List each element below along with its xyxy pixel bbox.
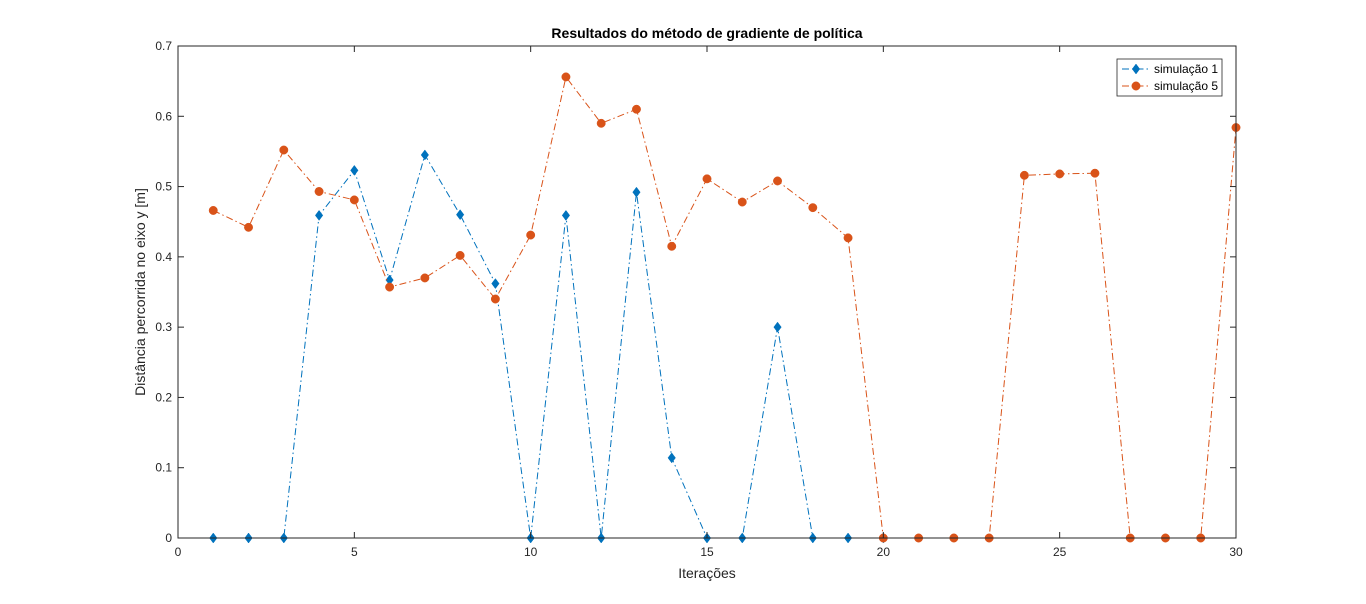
plot-area — [178, 46, 1236, 538]
series-line — [213, 75, 1237, 539]
x-tick-label: 0 — [175, 545, 182, 559]
data-point — [561, 72, 571, 82]
legend-items: simulação 1 simulação 5 — [1122, 62, 1218, 93]
y-ticks: 0 0.1 0.2 0.3 0.4 0.5 0.6 0.7 — [155, 39, 1236, 545]
y-tick-label: 0.7 — [155, 39, 172, 53]
legend-box — [1116, 58, 1223, 97]
data-point — [808, 203, 818, 213]
y-tick-label: 0.6 — [155, 109, 172, 123]
chart-title: Resultados do método de gradiente de pol… — [551, 25, 862, 41]
data-point — [1019, 170, 1029, 180]
x-ticks: 0 5 10 15 20 25 30 — [175, 46, 1243, 559]
data-point — [455, 251, 465, 260]
data-point — [561, 209, 570, 221]
data-point — [314, 187, 324, 196]
x-tick-label: 30 — [1229, 545, 1243, 559]
legend-marker — [1131, 63, 1141, 75]
data-point — [737, 197, 747, 207]
y-tick-label: 0.2 — [155, 390, 172, 404]
data-point — [702, 174, 712, 184]
y-tick-label: 0 — [165, 531, 172, 545]
series-1 — [209, 149, 888, 544]
x-tick-label: 10 — [524, 545, 538, 559]
y-tick-label: 0.3 — [155, 320, 172, 334]
legend-label: simulação 1 — [1154, 62, 1218, 76]
data-point — [632, 186, 641, 198]
data-point — [667, 452, 676, 464]
series-line — [213, 153, 884, 539]
data-point — [208, 206, 218, 215]
plot-background — [178, 46, 1236, 538]
data-point — [350, 164, 359, 176]
legend-label: simulação 5 — [1154, 79, 1218, 93]
data-point — [456, 209, 465, 221]
y-tick-label: 0.5 — [155, 180, 172, 194]
data-point — [632, 104, 641, 114]
y-axis-label: Distância percorrida no eixo y [m] — [132, 188, 148, 396]
x-axis-label: Iterações — [678, 565, 736, 581]
data-point — [773, 321, 782, 333]
data-point — [843, 233, 853, 243]
data-point — [667, 241, 677, 251]
data-point — [385, 282, 395, 292]
legend: simulação 1 simulação 5 — [1116, 58, 1223, 97]
data-point — [349, 195, 359, 205]
data-point — [490, 294, 500, 304]
data-point — [596, 118, 606, 128]
data-point — [1090, 168, 1100, 178]
data-point — [315, 209, 324, 221]
data-point — [491, 278, 500, 289]
x-tick-label: 5 — [351, 545, 358, 559]
y-tick-label: 0.1 — [155, 461, 172, 475]
data-point — [1055, 169, 1065, 179]
data-point — [420, 149, 429, 161]
x-tick-label: 20 — [877, 545, 891, 559]
legend-marker — [1131, 81, 1141, 91]
data-point — [244, 222, 253, 232]
data-point — [526, 230, 536, 240]
y-tick-label: 0.4 — [155, 250, 172, 264]
data-point — [279, 145, 289, 155]
data-point — [420, 273, 430, 283]
x-tick-label: 25 — [1053, 545, 1067, 559]
data-point — [773, 176, 782, 186]
x-tick-label: 15 — [700, 545, 714, 559]
